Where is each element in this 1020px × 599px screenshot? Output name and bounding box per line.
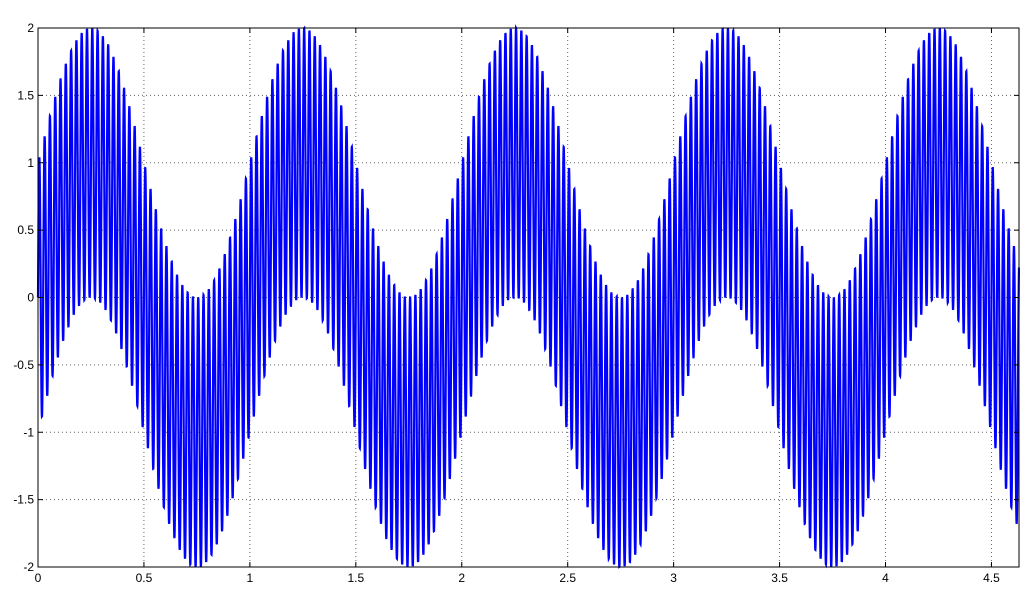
y-tick-marks [38,27,1019,568]
y-tick-label: -2 [23,560,34,574]
x-tick-label: 0.5 [136,571,153,585]
x-tick-label: 2 [458,571,465,585]
x-tick-label: 3 [670,571,677,585]
x-tick-label: 4 [882,571,889,585]
y-tick-label: 2 [27,21,34,35]
y-tick-label: 1.5 [17,88,34,102]
y-tick-label: 1 [27,156,34,170]
y-tick-label: -1.5 [13,493,34,507]
plot-area [36,23,1020,569]
x-tick-label: 1.5 [347,571,364,585]
x-tick-label: 2.5 [559,571,576,585]
x-tick-label: 3.5 [771,571,788,585]
x-tick-marks [37,28,992,567]
x-tick-label: 0 [35,571,42,585]
y-tick-label: -0.5 [13,358,34,372]
y-tick-labels: 2 1.5 1 0.5 0 -0.5 -1 -1.5 -2 [13,21,34,574]
x-tick-label: 1 [247,571,254,585]
series-line [36,23,1020,569]
y-tick-label: 0.5 [17,223,34,237]
y-tick-label: 0 [27,291,34,305]
x-tick-labels: 0 0.5 1 1.5 2 2.5 3 3.5 4 4.5 [35,571,1000,585]
x-tick-label: 4.5 [983,571,1000,585]
y-tick-label: -1 [23,425,34,439]
